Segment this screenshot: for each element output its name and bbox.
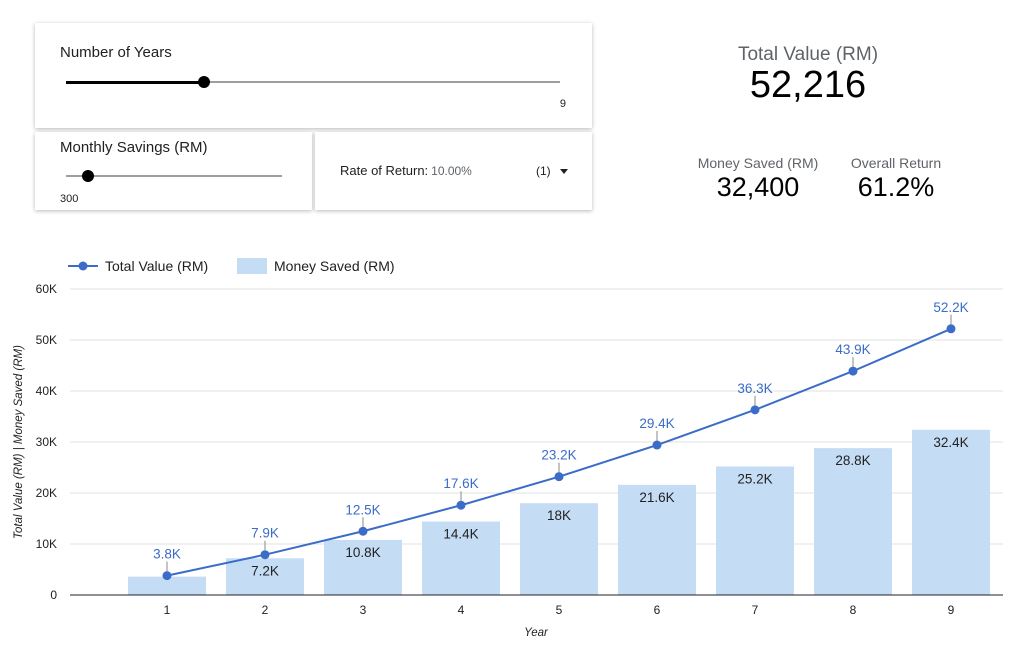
y-axis-ticks: 0 10K 20K 30K 40K 50K 60K: [36, 282, 58, 602]
total-value-line: [162, 324, 956, 581]
y-tick-label: 10K: [36, 537, 57, 551]
overall-return-number: 61.2%: [857, 172, 935, 202]
total-value-point: [554, 472, 564, 482]
total-value-point: [260, 550, 270, 560]
overall-return-scorecard: Overall Return 61.2%: [836, 155, 956, 203]
x-tick-label: 4: [458, 603, 465, 617]
money-saved-bar-label: 14.4K: [443, 527, 478, 542]
money-saved-bar: [814, 448, 892, 595]
rate-value: 10.00%: [431, 164, 472, 178]
total-value-point: [358, 526, 368, 536]
total-value-point-label: 17.6K: [443, 476, 478, 491]
y-tick-label: 60K: [36, 282, 57, 296]
y-tick-label: 40K: [36, 384, 57, 398]
x-tick-label: 5: [556, 603, 563, 617]
rate-label-text: Rate of Return:: [340, 163, 429, 178]
caret-down-icon[interactable]: [560, 169, 568, 174]
money-saved-number: 32,400: [716, 172, 800, 202]
total-value-point-label: 23.2K: [541, 448, 576, 463]
savings-label: Monthly Savings (RM): [60, 139, 208, 156]
total-value-number: 52,216: [749, 64, 867, 106]
money-saved-labels: 7.2K 10.8K 14.4K 18K 21.6K 25.2K 28.8K 32.4K: [251, 435, 969, 579]
years-slider-fill: [66, 80, 205, 84]
chart-legend[interactable]: Total Value (RM) Money Saved (RM): [68, 258, 395, 274]
money-saved-bar: [324, 539, 402, 595]
savings-slider-thumb[interactable]: [81, 170, 94, 182]
money-saved-bar: [128, 576, 206, 595]
total-value-point-label: 36.3K: [737, 381, 772, 396]
y-tick-label: 50K: [36, 333, 57, 347]
years-value: 9: [559, 98, 566, 110]
savings-value: 300: [60, 193, 79, 205]
total-value-point-label: 52.2K: [933, 300, 968, 315]
money-saved-bar: [912, 429, 990, 595]
overall-return-label: Overall Return: [850, 155, 942, 171]
money-saved-bar-label: 32.4K: [933, 435, 968, 450]
money-saved-bar-label: 7.2K: [251, 563, 279, 578]
total-value-labels: 3.8K 7.9K 12.5K 17.6K 23.2K 29.4K 36.3K 43.9K 52…: [153, 300, 969, 572]
total-value-point: [652, 440, 662, 450]
y-tick-label: 0: [50, 588, 57, 602]
y-axis-title: Total Value (RM) | Money Saved (RM): [13, 345, 25, 539]
money-saved-bar: [226, 558, 304, 595]
money-saved-bar-label: 28.8K: [835, 453, 870, 468]
money-saved-scorecard: Money Saved (RM) 32,400: [688, 155, 828, 203]
x-tick-label: 7: [752, 603, 759, 617]
money-saved-bars: [128, 429, 990, 595]
years-control-card: Number of Years 9: [35, 23, 592, 128]
x-axis-ticks: 1 2 3 4 5 6 7 8 9: [164, 603, 955, 617]
total-value-point: [750, 405, 760, 415]
money-saved-bar-label: 18K: [547, 508, 571, 523]
total-value-point-label: 7.9K: [251, 526, 279, 541]
money-saved-bar: [422, 521, 500, 595]
total-value-scorecard: Total Value (RM) 52,216: [708, 44, 908, 107]
y-tick-label: 30K: [36, 435, 57, 449]
savings-control-card: Monthly Savings (RM) 300: [35, 132, 312, 210]
money-saved-bar: [618, 484, 696, 595]
total-value-label: Total Value (RM): [737, 44, 879, 65]
total-value-point-label: 43.9K: [835, 342, 870, 357]
x-tick-label: 9: [948, 603, 955, 617]
savings-slider[interactable]: [66, 170, 282, 182]
chart-gridlines: [70, 288, 1003, 545]
y-tick-label: 20K: [36, 486, 57, 500]
years-slider-thumb[interactable]: [198, 76, 211, 88]
x-tick-label: 2: [262, 603, 269, 617]
rate-selected-count: (1): [536, 164, 551, 178]
legend-bar-swatch: [237, 258, 267, 274]
money-saved-bar: [716, 466, 794, 595]
rate-dropdown[interactable]: Rate of Return: 10.00% (1): [315, 132, 592, 210]
legend-total-value: Total Value (RM): [105, 258, 208, 274]
money-saved-label: Money Saved (RM): [697, 155, 819, 171]
x-tick-label: 3: [360, 603, 367, 617]
legend-line-marker: [78, 261, 88, 271]
legend-money-saved: Money Saved (RM): [274, 258, 395, 274]
x-tick-label: 1: [164, 603, 171, 617]
x-tick-label: 8: [850, 603, 857, 617]
total-value-point-label: 12.5K: [345, 502, 380, 517]
money-saved-bar-label: 10.8K: [345, 545, 380, 560]
x-tick-label: 6: [654, 603, 661, 617]
total-value-point-label: 29.4K: [639, 416, 674, 431]
money-saved-bar-label: 25.2K: [737, 471, 772, 486]
years-slider[interactable]: [66, 76, 560, 88]
total-value-point: [848, 366, 858, 376]
years-label: Number of Years: [60, 44, 172, 61]
x-axis-title: Year: [524, 627, 549, 639]
money-saved-bar: [520, 503, 598, 595]
rate-label: Rate of Return: 10.00%: [340, 163, 472, 178]
total-value-point: [456, 500, 466, 510]
total-value-point-label: 3.8K: [153, 547, 181, 562]
savings-growth-chart: Total Value (RM) Money Saved (RM) 010K20…: [13, 258, 1003, 639]
total-value-point: [946, 324, 956, 334]
total-value-point: [162, 571, 172, 581]
money-saved-bar-label: 21.6K: [639, 490, 674, 505]
